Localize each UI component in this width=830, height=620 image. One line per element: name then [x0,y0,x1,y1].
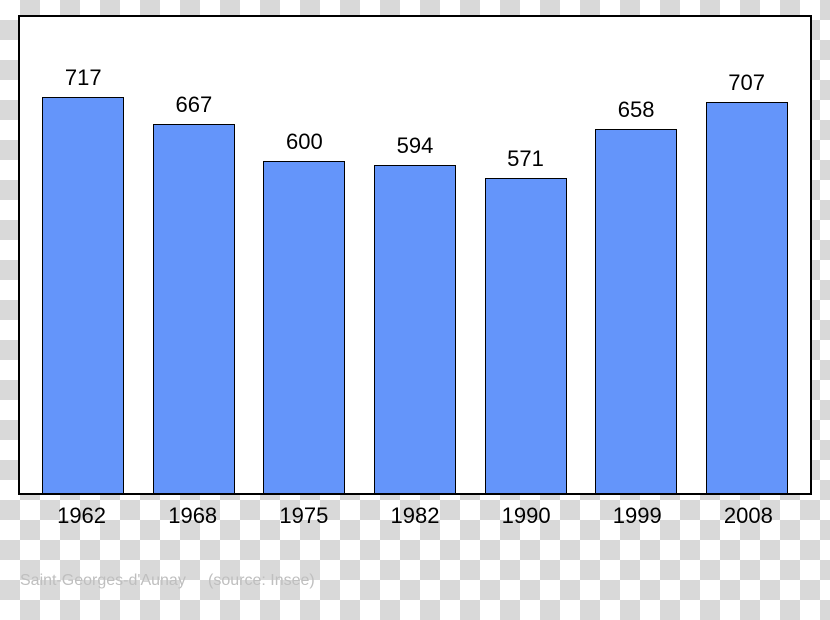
bar-value-label: 707 [728,70,765,96]
footer-source: (source: Insee) [208,572,315,589]
bar-value-label: 594 [397,133,434,159]
bar-rect [153,124,235,493]
footer-place: Saint-Georges-d'Aunay [20,572,186,589]
bar-column: 571 [481,146,571,493]
x-tick-label: 2008 [703,503,793,529]
x-tick-label: 1982 [370,503,460,529]
bar-value-label: 600 [286,129,323,155]
x-tick-label: 1990 [481,503,571,529]
x-axis: 1962 1968 1975 1982 1990 1999 2008 [18,495,812,529]
bars-container: 717 667 600 594 571 658 707 [20,17,810,493]
bar-value-label: 658 [618,97,655,123]
bar-column: 594 [370,133,460,493]
bar-column: 667 [149,92,239,493]
bar-column: 658 [591,97,681,493]
bar-column: 600 [259,129,349,493]
x-tick-label: 1962 [37,503,127,529]
bar-column: 717 [38,65,128,493]
x-tick-label: 1999 [592,503,682,529]
bar-rect [42,97,124,493]
bar-rect [706,102,788,493]
bar-rect [263,161,345,493]
population-bar-chart: 717667600594571658707 196219681975198219… [18,15,812,529]
bar-rect [374,165,456,493]
bar-value-label: 717 [65,65,102,91]
bar-value-label: 667 [175,92,212,118]
bar-rect [595,129,677,493]
x-tick-label: 1968 [148,503,238,529]
bar-column: 707 [702,70,792,493]
bar-rect [485,178,567,493]
bar-value-label: 571 [507,146,544,172]
chart-footer: Saint-Georges-d'Aunay (source: Insee) [20,572,315,590]
x-tick-label: 1975 [259,503,349,529]
plot-area: 717 667 600 594 571 658 707 [18,15,812,495]
